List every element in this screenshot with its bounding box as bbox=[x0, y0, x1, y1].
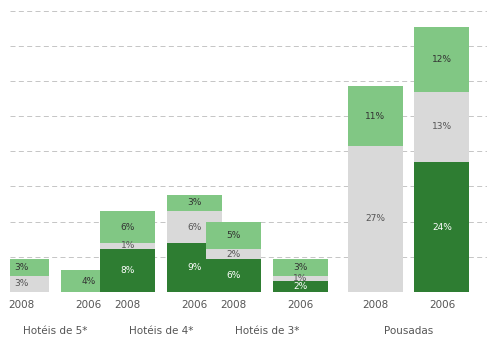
Text: 3%: 3% bbox=[14, 263, 29, 272]
Text: 1%: 1% bbox=[121, 241, 135, 251]
Text: 9%: 9% bbox=[187, 263, 202, 272]
Text: Hotéis de 5*: Hotéis de 5* bbox=[23, 326, 87, 336]
Text: 2%: 2% bbox=[293, 282, 308, 291]
Bar bbox=[167, 211, 222, 243]
Text: 27%: 27% bbox=[365, 214, 385, 224]
Text: 3%: 3% bbox=[293, 263, 308, 272]
Text: 2%: 2% bbox=[227, 250, 241, 258]
Text: 1%: 1% bbox=[293, 274, 308, 283]
Text: 5%: 5% bbox=[227, 231, 241, 240]
Bar bbox=[206, 248, 261, 260]
Bar bbox=[273, 276, 328, 281]
Bar bbox=[0, 276, 49, 292]
Text: 24%: 24% bbox=[432, 222, 452, 231]
Text: 13%: 13% bbox=[432, 122, 452, 131]
Bar bbox=[414, 162, 469, 292]
Bar bbox=[167, 195, 222, 211]
Bar bbox=[100, 243, 155, 248]
Bar bbox=[100, 248, 155, 292]
Bar bbox=[61, 270, 116, 292]
Bar bbox=[100, 211, 155, 243]
Text: 11%: 11% bbox=[365, 112, 385, 121]
Bar bbox=[206, 260, 261, 292]
Text: 4%: 4% bbox=[82, 277, 95, 286]
Text: Hotéis de 4*: Hotéis de 4* bbox=[129, 326, 193, 336]
Bar bbox=[414, 27, 469, 92]
Bar bbox=[348, 87, 403, 146]
Bar bbox=[273, 260, 328, 276]
Text: 3%: 3% bbox=[187, 198, 202, 207]
Bar bbox=[0, 260, 49, 276]
Bar bbox=[414, 92, 469, 162]
Text: 3%: 3% bbox=[14, 279, 29, 288]
Text: 6%: 6% bbox=[121, 222, 135, 231]
Bar bbox=[348, 146, 403, 292]
Text: Hotéis de 3*: Hotéis de 3* bbox=[235, 326, 299, 336]
Text: 6%: 6% bbox=[187, 222, 202, 231]
Bar bbox=[273, 281, 328, 292]
Text: 12%: 12% bbox=[432, 55, 452, 64]
Bar bbox=[167, 243, 222, 292]
Text: Pousadas: Pousadas bbox=[384, 326, 433, 336]
Bar bbox=[206, 221, 261, 248]
Text: 8%: 8% bbox=[121, 266, 135, 275]
Text: 6%: 6% bbox=[227, 271, 241, 280]
